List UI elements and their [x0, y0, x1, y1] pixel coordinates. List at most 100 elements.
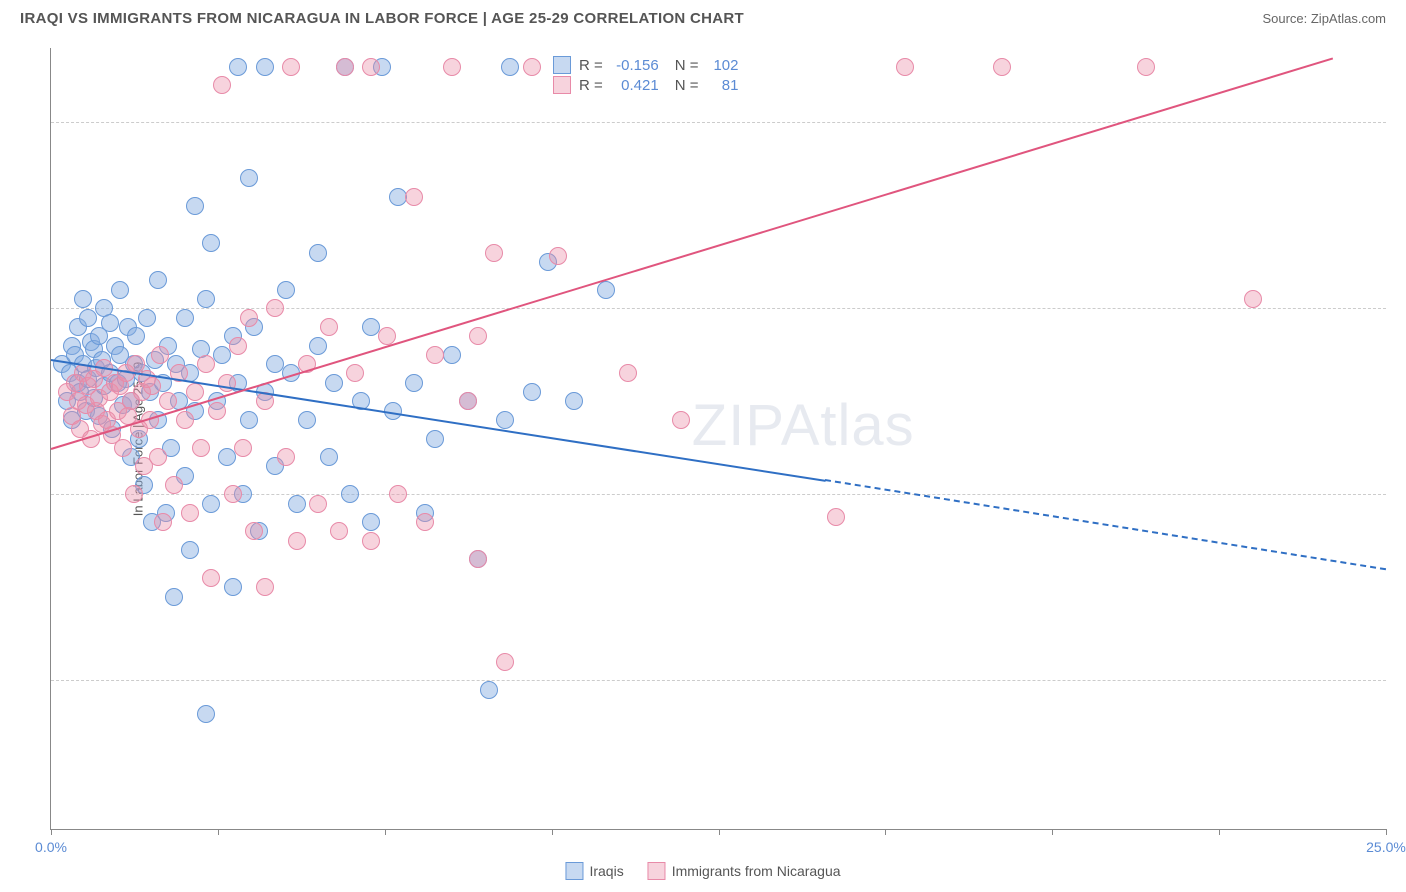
data-point — [176, 309, 194, 327]
source-label: Source: ZipAtlas.com — [1262, 11, 1386, 26]
data-point — [224, 485, 242, 503]
data-point — [256, 578, 274, 596]
x-tick — [1386, 829, 1387, 835]
chart-title: IRAQI VS IMMIGRANTS FROM NICARAGUA IN LA… — [20, 10, 744, 27]
data-point — [176, 411, 194, 429]
legend-item-iraqis: Iraqis — [565, 862, 623, 880]
stat-r-label: R = — [579, 77, 603, 94]
data-point — [469, 327, 487, 345]
data-point — [240, 309, 258, 327]
data-point — [277, 448, 295, 466]
legend-swatch-iraqis — [565, 862, 583, 880]
data-point — [426, 346, 444, 364]
data-point — [341, 485, 359, 503]
data-point — [896, 58, 914, 76]
data-point — [501, 58, 519, 76]
data-point — [288, 495, 306, 513]
data-point — [218, 448, 236, 466]
data-point — [496, 653, 514, 671]
stat-n-label: N = — [675, 57, 699, 74]
data-point — [336, 58, 354, 76]
legend-label-nicaragua: Immigrants from Nicaragua — [672, 863, 841, 879]
x-tick-label: 25.0% — [1366, 839, 1406, 855]
data-point — [405, 188, 423, 206]
data-point — [202, 234, 220, 252]
data-point — [597, 281, 615, 299]
data-point — [229, 337, 247, 355]
regression-line — [825, 479, 1386, 570]
data-point — [496, 411, 514, 429]
data-point — [309, 495, 327, 513]
data-point — [143, 377, 161, 395]
data-point — [298, 411, 316, 429]
data-point — [309, 337, 327, 355]
data-point — [330, 522, 348, 540]
data-point — [277, 281, 295, 299]
y-tick-label: 90.0% — [1396, 300, 1406, 316]
data-point — [282, 58, 300, 76]
data-point — [202, 495, 220, 513]
gridline — [51, 122, 1386, 123]
data-point — [213, 76, 231, 94]
data-point — [459, 392, 477, 410]
data-point — [114, 439, 132, 457]
data-point — [827, 508, 845, 526]
data-point — [549, 247, 567, 265]
y-tick-label: 70.0% — [1396, 672, 1406, 688]
data-point — [79, 309, 97, 327]
x-tick — [552, 829, 553, 835]
data-point — [443, 346, 461, 364]
data-point — [224, 578, 242, 596]
stat-n-value: 102 — [706, 57, 738, 74]
data-point — [186, 197, 204, 215]
data-point — [309, 244, 327, 262]
y-tick-label: 80.0% — [1396, 486, 1406, 502]
data-point — [469, 550, 487, 568]
stats-swatch — [553, 56, 571, 74]
legend-label-iraqis: Iraqis — [589, 863, 623, 879]
x-tick — [51, 829, 52, 835]
x-tick — [1052, 829, 1053, 835]
data-point — [325, 374, 343, 392]
data-point — [202, 569, 220, 587]
stats-row: R =0.421N =81 — [553, 76, 739, 94]
data-point — [480, 681, 498, 699]
legend: Iraqis Immigrants from Nicaragua — [565, 862, 840, 880]
data-point — [234, 439, 252, 457]
data-point — [240, 411, 258, 429]
data-point — [523, 58, 541, 76]
regression-line — [51, 57, 1333, 449]
stat-r-value: -0.156 — [611, 57, 659, 74]
data-point — [149, 448, 167, 466]
data-point — [362, 513, 380, 531]
data-point — [165, 476, 183, 494]
data-point — [125, 485, 143, 503]
stats-swatch — [553, 76, 571, 94]
data-point — [266, 299, 284, 317]
data-point — [213, 346, 231, 364]
data-point — [416, 513, 434, 531]
data-point — [619, 364, 637, 382]
legend-item-nicaragua: Immigrants from Nicaragua — [648, 862, 841, 880]
data-point — [288, 532, 306, 550]
data-point — [362, 532, 380, 550]
data-point — [138, 309, 156, 327]
data-point — [181, 504, 199, 522]
data-point — [485, 244, 503, 262]
data-point — [362, 58, 380, 76]
stat-n-value: 81 — [706, 77, 738, 94]
x-tick — [719, 829, 720, 835]
x-tick — [218, 829, 219, 835]
data-point — [111, 281, 129, 299]
data-point — [1137, 58, 1155, 76]
data-point — [1244, 290, 1262, 308]
data-point — [245, 522, 263, 540]
x-tick-label: 0.0% — [35, 839, 67, 855]
data-point — [197, 705, 215, 723]
data-point — [320, 318, 338, 336]
data-point — [208, 402, 226, 420]
x-tick — [1219, 829, 1220, 835]
legend-swatch-nicaragua — [648, 862, 666, 880]
data-point — [154, 513, 172, 531]
data-point — [443, 58, 461, 76]
